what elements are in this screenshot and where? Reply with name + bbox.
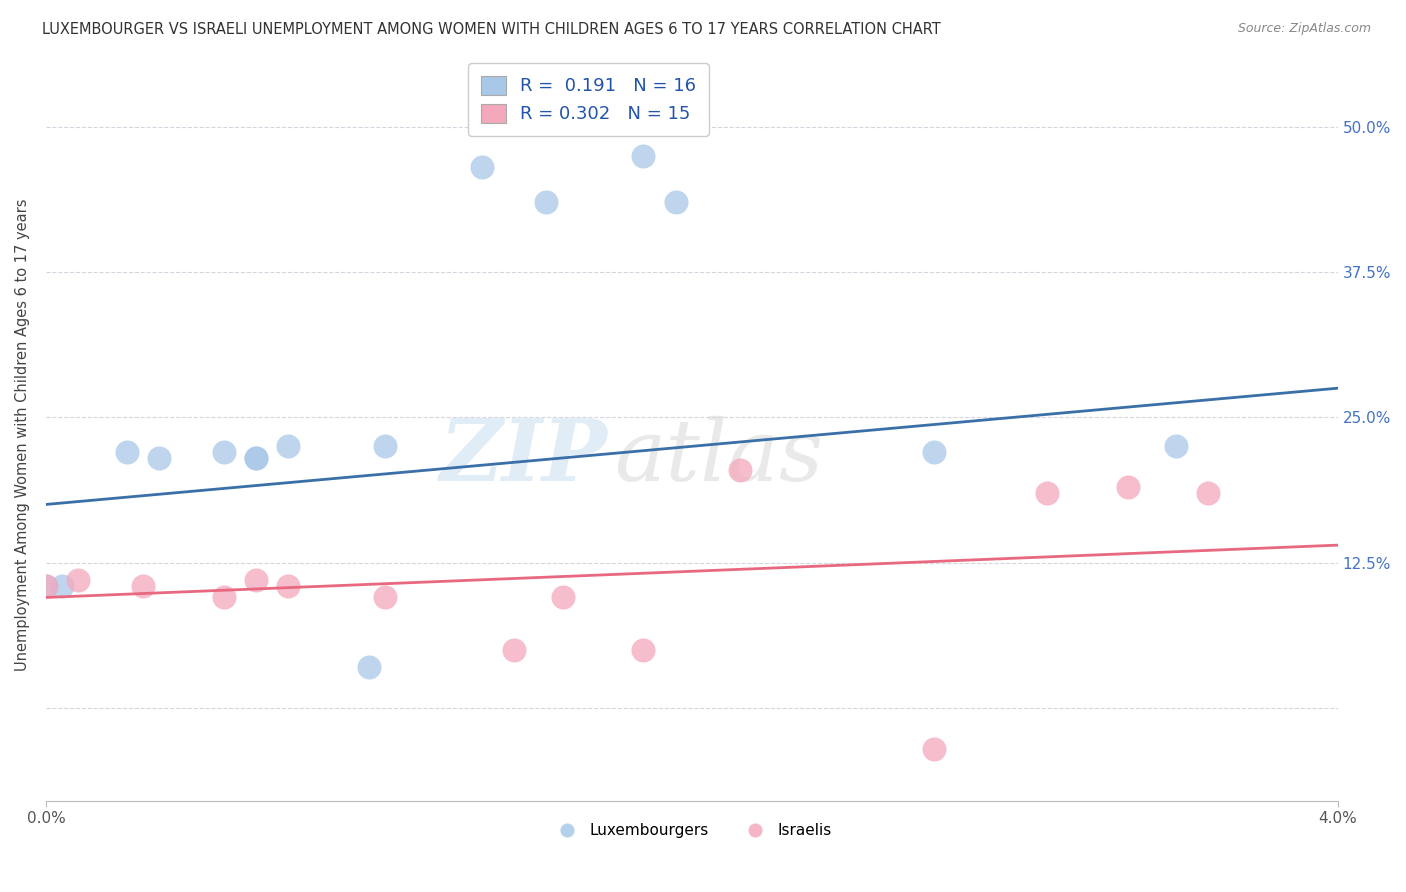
Point [115,445,138,459]
Point [922,741,945,756]
Point [212,445,235,459]
Point [277,579,299,593]
Point [245,450,267,465]
Text: LUXEMBOURGER VS ISRAELI UNEMPLOYMENT AMONG WOMEN WITH CHILDREN AGES 6 TO 17 YEAR: LUXEMBOURGER VS ISRAELI UNEMPLOYMENT AMO… [42,22,941,37]
Point [1036,485,1059,500]
Point [633,149,655,163]
Point [471,161,494,175]
Point [374,591,396,605]
Text: Source: ZipAtlas.com: Source: ZipAtlas.com [1237,22,1371,36]
Point [245,573,267,587]
Point [536,195,558,210]
Point [665,195,688,210]
Text: atlas: atlas [614,416,824,498]
Point [1116,480,1139,494]
Point [245,450,267,465]
Point [212,591,235,605]
Point [374,439,396,453]
Point [35,579,58,593]
Point [633,642,655,657]
Point [357,660,380,674]
Point [148,450,170,465]
Point [51,579,73,593]
Point [67,573,90,587]
Point [35,579,58,593]
Point [503,642,526,657]
Text: ZIP: ZIP [440,415,607,499]
Point [277,439,299,453]
Point [922,445,945,459]
Point [1166,439,1188,453]
Y-axis label: Unemployment Among Women with Children Ages 6 to 17 years: Unemployment Among Women with Children A… [15,198,30,671]
Point [551,591,574,605]
Point [132,579,155,593]
Point [728,462,751,476]
Point [1198,485,1220,500]
Legend: Luxembourgers, Israelis: Luxembourgers, Israelis [546,817,838,845]
